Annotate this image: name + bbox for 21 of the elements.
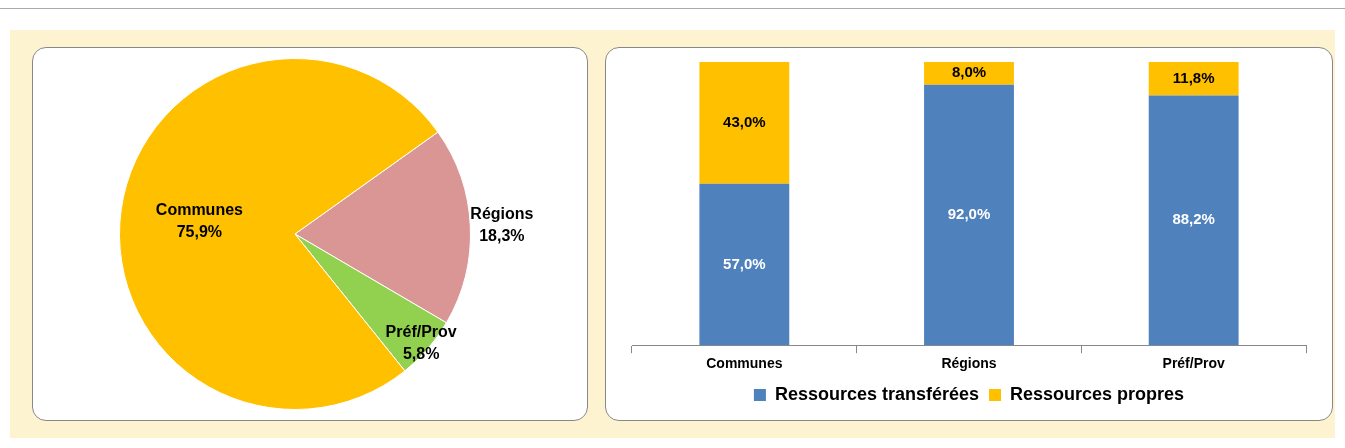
bar: [1148, 62, 1239, 96]
data-label: 88,2%: [1172, 210, 1215, 228]
data-label: 92,0%: [947, 205, 991, 223]
data-label: 43,0%: [723, 113, 766, 131]
x-tick-label: Régions: [941, 355, 997, 372]
bar: [699, 183, 790, 346]
bar: [924, 84, 1014, 346]
data-label: 8,0%: [951, 63, 987, 81]
data-label: 75,9%: [176, 223, 223, 241]
slice-label: Régions: [470, 205, 534, 223]
x-tick-label: Communes: [706, 355, 783, 372]
slice-label: Communes: [155, 201, 244, 219]
data-label: 57,0%: [723, 254, 766, 272]
bar: [1148, 95, 1239, 346]
x-tick-label: Préf/Prov: [1162, 355, 1225, 372]
legend-label: Ressources transférées: [774, 383, 980, 404]
data-label: 11,8%: [1172, 68, 1215, 86]
legend-label: Ressources propres: [1010, 383, 1185, 404]
bar: [924, 62, 1014, 85]
bar: [699, 62, 790, 184]
data-label: 18,3%: [479, 227, 525, 245]
